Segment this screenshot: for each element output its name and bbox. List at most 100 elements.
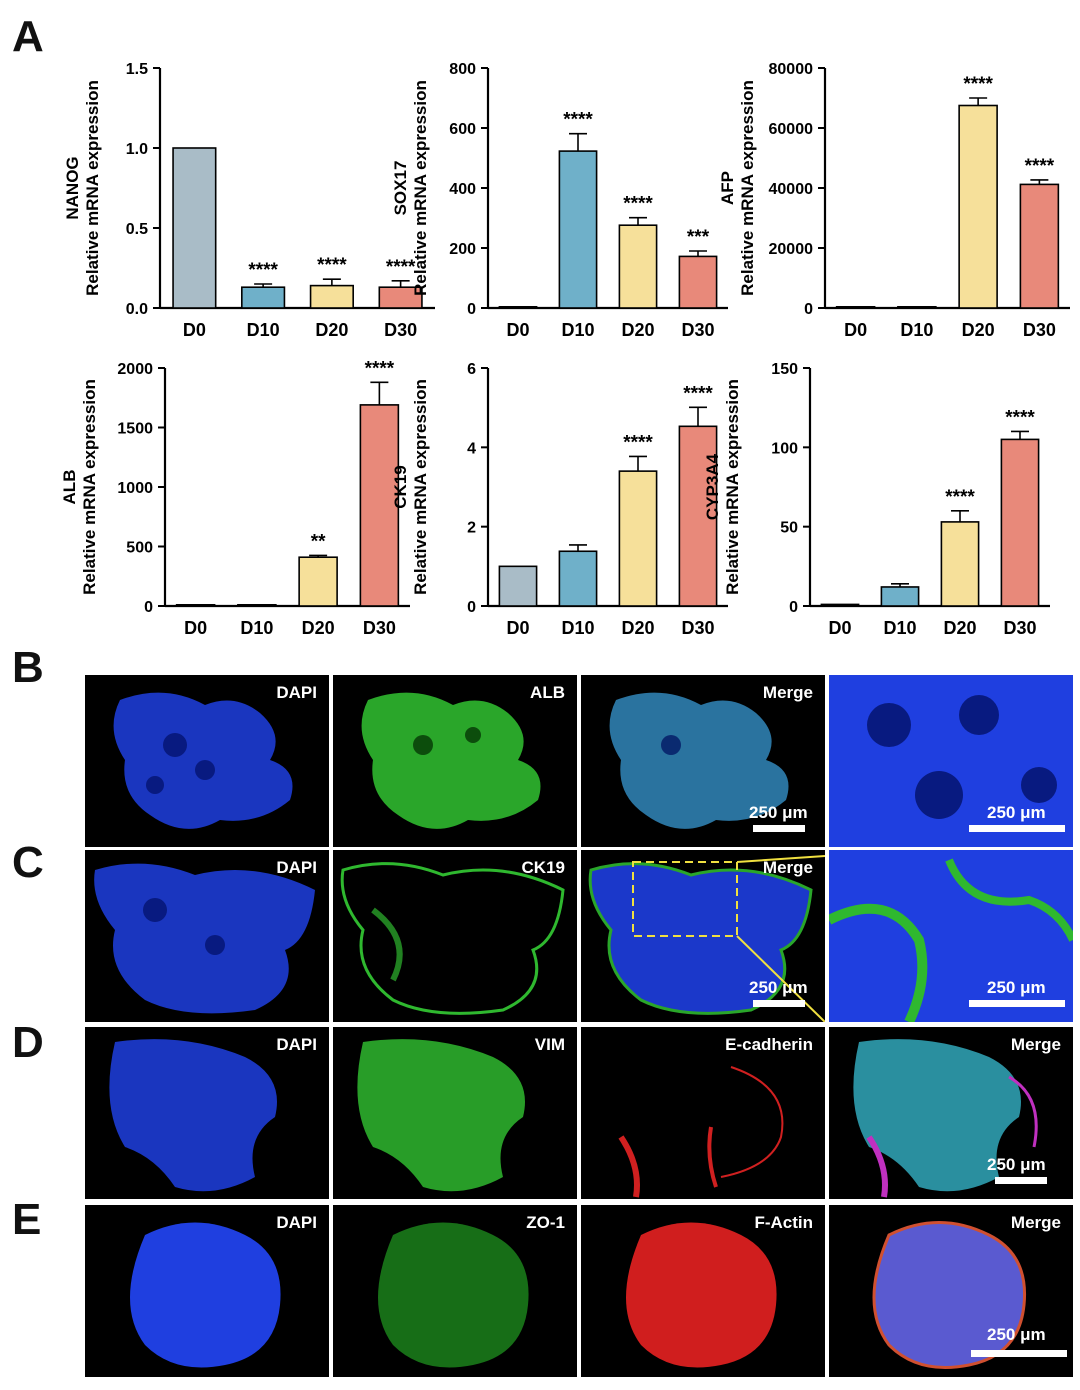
y-axis-gene-label: SOX17 [391,161,410,216]
y-tick-label: 2 [467,520,476,537]
y-axis-gene-label: ALB [60,470,79,505]
significance-label: **** [623,194,653,215]
tile-b-dapi: DAPI [85,675,329,847]
tile-label: Merge [762,858,813,877]
tile-e-zo1: ZO-1 [333,1205,577,1377]
y-tick-label: 40000 [769,181,814,198]
bar-d20 [618,470,658,607]
y-axis-label: Relative mRNA expression [83,80,102,296]
tile-label: Merge [1010,1213,1061,1232]
x-tick-label: D0 [828,618,851,638]
panel-label-c: C [12,838,44,887]
tile-d-ecadherin: E-cadherin [581,1027,825,1199]
y-tick-label: 0 [467,301,476,318]
bar-d0 [175,603,216,607]
tile-e-dapi: DAPI [85,1205,329,1377]
y-tick-label: 400 [449,181,476,198]
x-tick-label: D20 [962,320,995,340]
scale-bar [969,1000,1065,1007]
y-axis-label: Relative mRNA expression [411,379,430,595]
bar-d20 [298,556,338,607]
x-tick-label: D30 [681,618,714,638]
tissue-image-e-factin [626,1222,777,1368]
tile-d-merge: Merge 250 μm [829,1027,1073,1199]
scale-bar-label: 250 μm [987,978,1046,997]
tile-label: F-Actin [754,1213,813,1232]
y-tick-label: 0.5 [126,221,148,238]
x-tick-label: D20 [621,320,654,340]
x-tick-label: D20 [621,618,654,638]
scale-bar [969,825,1065,832]
bar-d20 [309,284,354,309]
panel-label-a: A [12,12,44,61]
panel-label-b: B [12,643,44,692]
y-tick-label: 2000 [117,361,153,378]
tile-c-merge: Merge 250 μm [581,850,825,1022]
y-tick-label: 500 [126,540,153,557]
tile-label: E-cadherin [725,1035,813,1054]
y-tick-label: 100 [771,440,798,457]
panel-label-d: D [12,1018,44,1067]
tile-label: Merge [762,683,813,702]
significance-label: **** [563,110,593,131]
y-tick-label: 1.0 [126,141,148,158]
tile-c-ck19: CK19 [333,850,577,1022]
x-tick-label: D30 [681,320,714,340]
bar-d20 [618,224,658,309]
tissue-image-c-merge [588,855,825,1022]
scale-bar-label: 250 μm [987,803,1046,822]
y-tick-label: 800 [449,61,476,78]
x-tick-label: D0 [506,320,529,340]
y-axis-gene-label: AFP [718,171,737,205]
scale-bar [995,1177,1047,1184]
x-tick-label: D0 [506,618,529,638]
x-tick-label: D10 [561,618,594,638]
scale-bar [753,1000,805,1007]
tile-label: ZO-1 [526,1213,565,1232]
x-tick-label: D0 [844,320,867,340]
x-tick-label: D20 [302,618,335,638]
scale-bar [971,1350,1067,1357]
bar-d0 [820,603,860,607]
tissue-image-d-dapi [109,1039,277,1192]
y-tick-label: 80000 [769,61,814,78]
tile-label: Merge [1010,1035,1061,1054]
significance-label: **** [1005,407,1035,428]
significance-label: **** [248,260,278,281]
x-tick-label: D30 [363,618,396,638]
significance-label: **** [386,257,416,278]
y-tick-label: 150 [771,361,798,378]
bar-d20 [940,521,980,607]
tissue-image-e-dapi [130,1222,281,1368]
tissue-image-d-vim [357,1039,525,1192]
y-axis-gene-label: NANOG [63,156,82,219]
bar-d10 [897,305,937,309]
bar-d10 [237,603,277,607]
y-tick-label: 1.5 [126,61,148,78]
bar-d30 [1019,183,1060,309]
x-tick-label: D10 [900,320,933,340]
tissue-image-b-merge [609,692,789,829]
tissue-image-c-dapi [94,863,315,1014]
tile-b-merge: Merge 250 μm [581,675,825,847]
y-axis-label: Relative mRNA expression [723,379,742,595]
tile-b-zoom: 250 μm [829,675,1073,847]
x-tick-label: D0 [184,618,207,638]
tissue-image-c-ck19 [340,862,565,1015]
tile-c-zoom: 250 μm [829,850,1073,1022]
x-tick-label: D10 [561,320,594,340]
bar-d0 [172,147,217,309]
significance-label: **** [1025,156,1055,177]
bar-d10 [558,550,598,607]
tile-label: ALB [530,683,565,702]
significance-label: **** [317,255,347,276]
tile-c-dapi: DAPI [85,850,329,1022]
tissue-image-b-zoom [829,675,1073,847]
y-tick-label: 600 [449,121,476,138]
tissue-image-d-merge [853,1039,1038,1198]
y-tick-label: 6 [467,361,476,378]
y-tick-label: 4 [467,440,476,457]
y-tick-label: 1500 [117,421,153,438]
x-tick-label: D10 [247,320,280,340]
tissue-image-e-zo1 [378,1222,529,1368]
